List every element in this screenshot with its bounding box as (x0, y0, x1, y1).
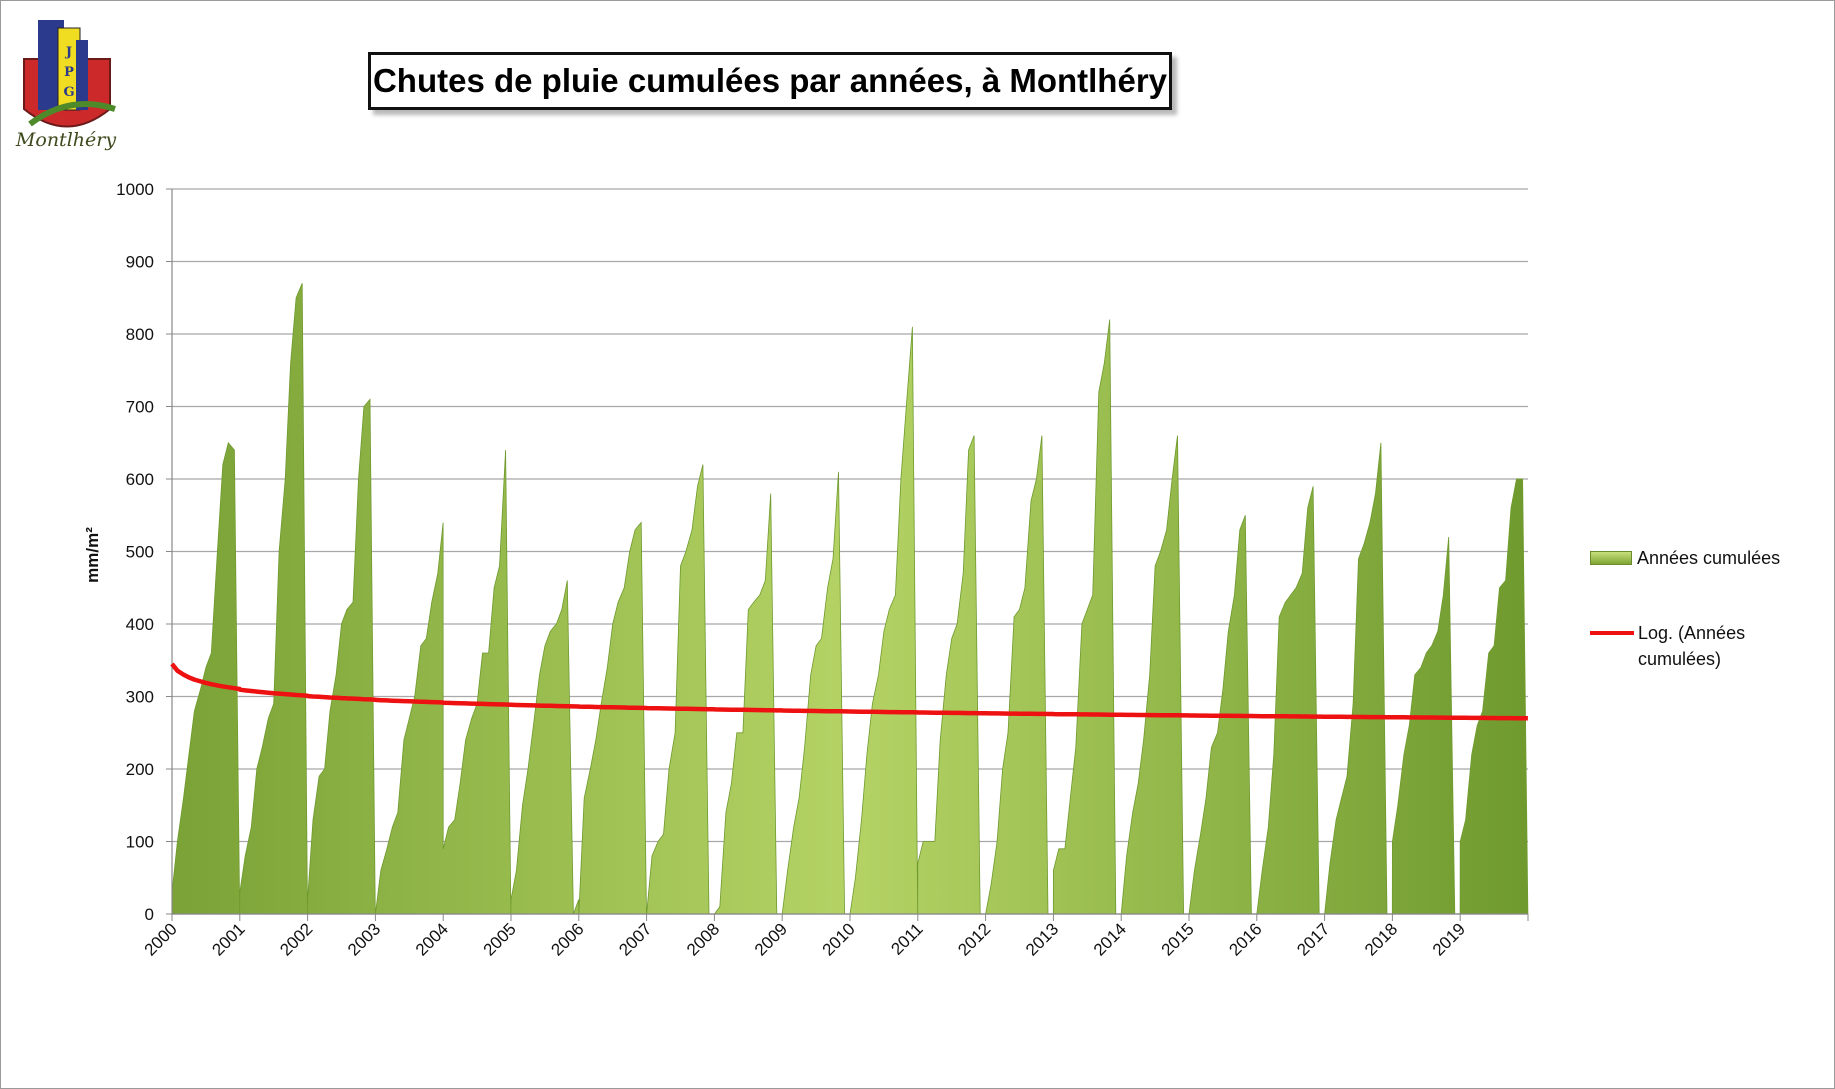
y-tick-label: 1000 (116, 180, 154, 199)
x-tick-label: 2019 (1429, 919, 1469, 959)
x-tick-label: 2008 (683, 919, 723, 959)
x-tick-label: 2004 (412, 919, 452, 959)
area-series (171, 283, 1529, 915)
x-tick-label: 2017 (1293, 919, 1333, 959)
y-tick-labels: 0 100 200 300 400 500 600 700 800 900 1000 (116, 180, 154, 924)
axes (166, 188, 1529, 921)
trend-line (170, 662, 1528, 721)
y-tick-label: 0 (145, 905, 154, 924)
y-tick-label: 900 (126, 253, 154, 272)
y-tick-label: 400 (126, 615, 154, 634)
svg-text:J: J (65, 45, 72, 60)
x-tick-label: 2016 (1225, 919, 1265, 959)
x-tick-label: 2005 (480, 919, 520, 959)
x-tick-label: 2001 (208, 919, 248, 959)
x-tick-label: 2012 (954, 919, 994, 959)
y-axis-label: mm/m² (83, 527, 102, 583)
x-tick-label: 2011 (887, 919, 926, 958)
x-tick-label: 2018 (1361, 919, 1401, 959)
y-tick-label: 300 (126, 688, 154, 707)
legend-trend-swatch (1590, 631, 1634, 635)
y-tick-label: 800 (126, 325, 154, 344)
chart-title: Chutes de pluie cumulées par années, à M… (368, 52, 1172, 110)
trend-line-path (170, 662, 1528, 721)
x-tick-label: 2014 (1090, 919, 1130, 959)
x-tick-label: 2010 (819, 919, 859, 959)
y-tick-label: 700 (126, 398, 154, 417)
legend-trend: Log. (Années cumulées) (1590, 620, 1768, 672)
y-tick-label: 200 (126, 760, 154, 779)
x-tick-label: 2000 (141, 919, 181, 959)
x-tick-label: 2006 (547, 919, 587, 959)
svg-text:Montlhéry: Montlhéry (15, 129, 116, 151)
x-tick-label: 2002 (276, 919, 316, 959)
svg-text:G: G (63, 85, 74, 100)
x-tick-label: 2007 (615, 919, 655, 959)
y-tick-label: 100 (126, 833, 154, 852)
y-tick-label: 600 (126, 470, 154, 489)
legend-trend-label: Log. (Années cumulées) (1638, 623, 1746, 669)
svg-text:P: P (64, 65, 74, 80)
x-tick-labels: 2000 2001 2002 2003 2004 2005 2006 2007 2008 2009… (141, 919, 1469, 959)
x-tick-label: 2009 (751, 919, 791, 959)
legend-area-swatch (1590, 551, 1632, 565)
x-tick-label: 2003 (344, 919, 384, 959)
montlhery-logo: J P G Montlhéry (15, 20, 116, 151)
legend-area-label: Années cumulées (1637, 548, 1781, 568)
x-tick-label: 2013 (1022, 919, 1062, 959)
legend-area: Années cumulées (1590, 545, 1780, 571)
area-series-shape (171, 283, 1529, 915)
gridlines (172, 188, 1528, 915)
y-tick-label: 500 (126, 543, 154, 562)
x-tick-label: 2015 (1158, 919, 1198, 959)
